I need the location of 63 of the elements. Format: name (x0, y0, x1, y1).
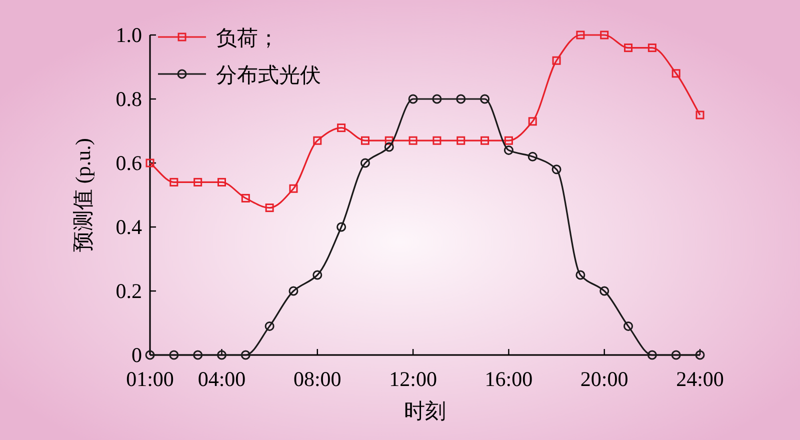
point (552, 164, 562, 174)
point (528, 152, 538, 162)
legend-label: 分布式光伏 (216, 63, 321, 87)
y-tick-label: 0 (132, 343, 142, 367)
point (312, 270, 322, 280)
point (336, 222, 346, 232)
point (504, 145, 514, 155)
y-tick-label: 0.2 (116, 279, 142, 303)
point (288, 286, 298, 296)
point (552, 56, 561, 65)
point (313, 136, 322, 145)
point (672, 69, 680, 78)
point (408, 94, 418, 104)
point (216, 350, 226, 360)
point (170, 178, 178, 186)
point (576, 30, 585, 40)
point (265, 204, 274, 212)
point (648, 44, 656, 52)
x-tick-label: 12:00 (389, 367, 437, 391)
point (360, 158, 370, 168)
point (240, 350, 250, 360)
point (408, 136, 418, 145)
point (337, 124, 346, 132)
point (432, 136, 442, 145)
point (194, 178, 202, 186)
point (528, 117, 537, 126)
point (241, 194, 250, 202)
x-tick-label: 24:00 (676, 367, 724, 391)
x-axis-title: 时刻 (404, 399, 446, 423)
legend-label: 负荷； (216, 26, 279, 50)
point (624, 44, 633, 52)
point (360, 136, 370, 145)
point (432, 94, 442, 104)
x-tick-label: 04:00 (198, 367, 246, 391)
point (696, 110, 704, 120)
point (647, 350, 657, 360)
point (480, 136, 490, 145)
point (146, 158, 154, 168)
y-tick-label: 0.6 (116, 151, 142, 175)
point (456, 94, 466, 104)
point (289, 184, 298, 193)
point (504, 136, 513, 145)
x-tick-label: 20:00 (580, 367, 628, 391)
y-axis-title: 预测值 (p.u.) (71, 138, 95, 252)
point (169, 350, 179, 360)
point (624, 321, 634, 331)
y-tick-label: 0.8 (116, 87, 142, 111)
point (671, 350, 681, 360)
point (600, 30, 609, 40)
point (217, 178, 226, 186)
point (600, 286, 610, 296)
x-tick-label: 01:00 (126, 367, 174, 391)
point (193, 350, 203, 360)
point (456, 136, 466, 145)
y-tick-label: 1.0 (116, 23, 142, 47)
point (384, 136, 394, 145)
y-tick-label: 0.4 (116, 215, 142, 239)
point (576, 270, 586, 280)
point (480, 94, 490, 104)
point (264, 321, 274, 331)
x-tick-label: 16:00 (484, 367, 533, 391)
point (384, 142, 394, 152)
x-tick-label: 08:00 (293, 367, 342, 391)
